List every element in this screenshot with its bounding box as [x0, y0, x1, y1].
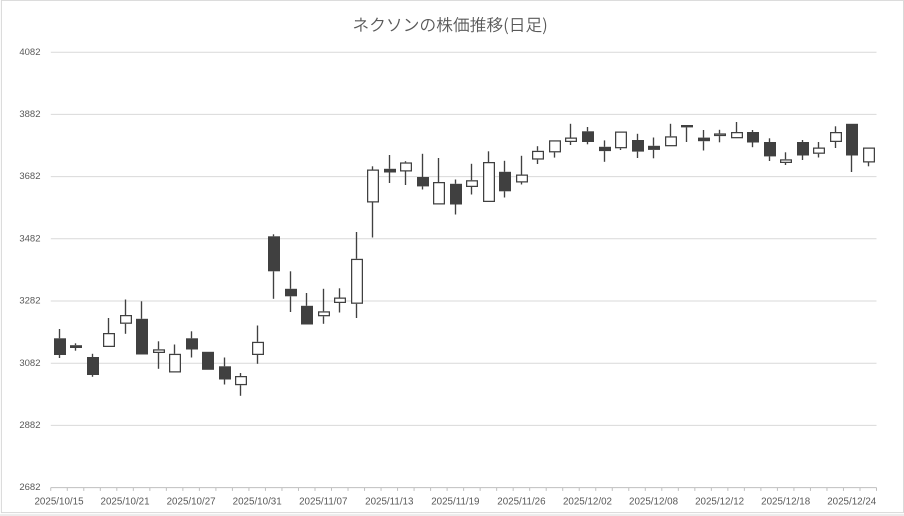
svg-text:3882: 3882 [19, 109, 40, 120]
svg-text:2025/12/18: 2025/12/18 [761, 496, 811, 507]
svg-text:2025/11/26: 2025/11/26 [497, 496, 546, 507]
svg-text:3482: 3482 [19, 233, 40, 244]
svg-text:2025/10/15: 2025/10/15 [34, 496, 84, 507]
svg-text:2025/10/27: 2025/10/27 [167, 496, 216, 507]
svg-text:2025/12/02: 2025/12/02 [563, 496, 612, 507]
svg-text:2025/12/12: 2025/12/12 [695, 496, 744, 507]
svg-text:3682: 3682 [19, 171, 40, 182]
svg-text:2025/11/13: 2025/11/13 [365, 496, 414, 507]
svg-text:2682: 2682 [19, 482, 40, 493]
svg-text:2025/10/21: 2025/10/21 [101, 496, 150, 507]
svg-text:2025/11/07: 2025/11/07 [299, 496, 347, 507]
svg-text:2882: 2882 [19, 420, 40, 431]
svg-text:2025/10/31: 2025/10/31 [233, 496, 282, 507]
svg-text:3082: 3082 [19, 358, 40, 369]
svg-text:4082: 4082 [19, 47, 40, 58]
svg-text:2025/12/24: 2025/12/24 [827, 496, 877, 507]
svg-text:2025/11/19: 2025/11/19 [431, 496, 479, 507]
svg-text:3282: 3282 [19, 296, 40, 307]
svg-text:2025/12/08: 2025/12/08 [629, 496, 679, 507]
